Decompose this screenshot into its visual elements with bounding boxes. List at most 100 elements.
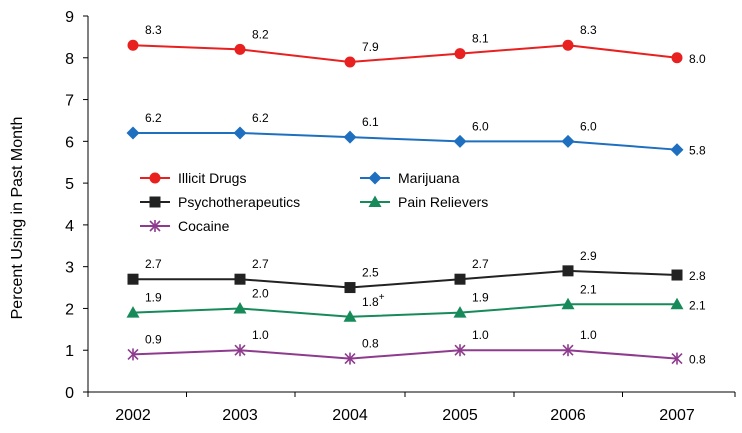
y-tick-label: 8 xyxy=(65,51,74,68)
data-point xyxy=(127,273,139,285)
data-label-value: 2.8 xyxy=(689,269,706,283)
data-point xyxy=(343,130,357,144)
series-line xyxy=(133,131,678,151)
y-axis-ticks: 0 1 2 3 4 5 6 7 8 9 xyxy=(65,9,88,402)
legend-label: Cocaine xyxy=(178,218,230,234)
data-point xyxy=(670,143,684,157)
data-point xyxy=(234,344,246,357)
data-point xyxy=(234,43,246,55)
data-label-value: 6.0 xyxy=(472,119,489,133)
data-label-value: 2.9 xyxy=(580,249,597,263)
data-point xyxy=(562,39,574,51)
data-label: 2.0 xyxy=(252,286,269,300)
data-point xyxy=(561,134,575,148)
data-point xyxy=(562,344,574,357)
data-label: 1.8+ xyxy=(362,292,385,309)
data-label: 5.8 xyxy=(689,144,706,158)
x-tick-label: 2006 xyxy=(550,407,586,424)
x-tick-label: 2002 xyxy=(115,407,151,424)
data-label-value: 1.0 xyxy=(252,328,269,342)
data-label-value: 6.1 xyxy=(362,115,379,129)
legend-marker xyxy=(149,220,161,232)
data-point xyxy=(344,352,356,365)
data-label: 0.9 xyxy=(145,332,162,346)
series-layer xyxy=(126,39,684,365)
data-label: 1.0 xyxy=(472,328,489,342)
series-line xyxy=(132,349,678,360)
data-point xyxy=(234,273,246,285)
x-tick-label: 2004 xyxy=(332,407,368,424)
legend-item: Marijuana xyxy=(360,170,460,186)
data-label: 6.2 xyxy=(145,111,162,125)
y-tick-label: 5 xyxy=(65,176,74,193)
legend-label: Psychotherapeutics xyxy=(178,194,300,210)
y-tick-label: 7 xyxy=(65,93,74,110)
data-label-value: 1.8 xyxy=(362,295,379,309)
data-point xyxy=(126,306,140,318)
data-label: 0.8 xyxy=(689,353,706,367)
data-label: 8.0 xyxy=(689,52,706,66)
series-line xyxy=(132,44,678,63)
data-labels: 8.3 8.2 7.9 8.1 8.3 8.0 6.2 6.2 6.1 6.0 6.0 5.8 2.7 2… xyxy=(145,23,706,366)
x-axis-ticks: 2002 2003 2004 2005 2006 2007 xyxy=(87,392,736,424)
data-point xyxy=(671,269,683,281)
series-line xyxy=(132,303,677,318)
data-point xyxy=(671,352,683,365)
legend-label: Illicit Drugs xyxy=(178,170,246,186)
data-label: 2.7 xyxy=(472,257,489,271)
data-label-value: 1.9 xyxy=(472,291,489,305)
data-point xyxy=(454,344,466,357)
data-label-value: 2.0 xyxy=(252,286,269,300)
series-illicit-drugs xyxy=(127,39,683,68)
legend-label: Pain Relievers xyxy=(398,194,488,210)
data-point xyxy=(453,306,467,318)
data-label: 2.8 xyxy=(689,269,706,283)
y-axis-title: Percent Using in Past Month xyxy=(9,117,26,320)
data-point xyxy=(561,297,575,310)
data-label: 6.0 xyxy=(580,119,597,133)
axes xyxy=(87,16,735,393)
data-label: 1.0 xyxy=(252,328,269,342)
y-tick-label: 4 xyxy=(65,218,74,235)
series-pain-relievers xyxy=(126,297,684,322)
data-label-value: 6.2 xyxy=(252,111,269,125)
data-label: 2.7 xyxy=(252,257,269,271)
data-label: 8.2 xyxy=(252,27,269,41)
data-point xyxy=(127,39,139,51)
legend-marker xyxy=(149,196,161,208)
data-label: 6.0 xyxy=(472,119,489,133)
data-point xyxy=(126,126,140,140)
data-label-value: 2.7 xyxy=(252,257,269,271)
data-point xyxy=(127,348,139,361)
data-label-value: 2.5 xyxy=(362,266,379,280)
x-tick-label: 2003 xyxy=(222,407,258,424)
data-label-value: 1.0 xyxy=(580,328,597,342)
data-label-value: 0.8 xyxy=(689,353,706,367)
data-point xyxy=(670,297,684,310)
data-label: 1.9 xyxy=(145,291,162,305)
data-point xyxy=(671,52,683,64)
y-tick-label: 6 xyxy=(65,134,74,151)
data-label: 6.2 xyxy=(252,111,269,125)
data-label: 2.9 xyxy=(580,249,597,263)
data-point xyxy=(343,310,357,322)
data-point xyxy=(454,48,466,60)
data-label: 1.0 xyxy=(580,328,597,342)
series-cocaine xyxy=(127,344,683,365)
data-label: 6.1 xyxy=(362,115,379,129)
legend: Illicit Drugs Marijuana Psychotherapeutics… xyxy=(140,170,488,234)
legend-item: Illicit Drugs xyxy=(140,170,246,186)
data-point xyxy=(344,56,356,68)
legend-marker xyxy=(149,172,161,184)
data-point xyxy=(453,134,467,148)
data-point xyxy=(233,301,247,314)
series-line xyxy=(133,269,678,289)
data-label-value: 8.3 xyxy=(145,23,162,37)
data-label-value: 7.9 xyxy=(362,40,379,54)
y-tick-label: 2 xyxy=(65,301,74,318)
data-label-value: 8.1 xyxy=(472,32,489,46)
data-label: 2.1 xyxy=(580,282,597,296)
data-label-value: 8.0 xyxy=(689,52,706,66)
data-label-value: 6.0 xyxy=(580,119,597,133)
